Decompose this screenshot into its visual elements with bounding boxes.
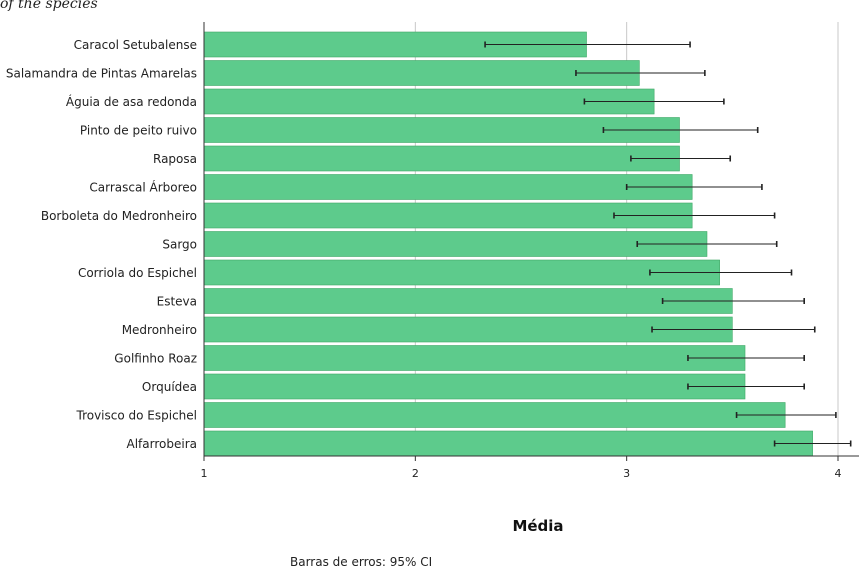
category-label-12: Orquídea bbox=[142, 380, 197, 394]
category-label-10: Medronheiro bbox=[122, 323, 197, 337]
bar-10 bbox=[203, 316, 733, 343]
x-tick-label-1: 2 bbox=[412, 467, 419, 480]
x-axis-title: Média bbox=[512, 517, 563, 535]
bar-6 bbox=[203, 202, 693, 229]
category-label-0: Caracol Setubalense bbox=[74, 38, 197, 52]
x-tick-label-2: 3 bbox=[623, 467, 630, 480]
x-tick-label-0: 1 bbox=[201, 467, 208, 480]
category-label-7: Sargo bbox=[162, 238, 197, 252]
bars-group bbox=[203, 31, 813, 457]
bar-4 bbox=[203, 145, 680, 172]
bar-12 bbox=[203, 373, 746, 400]
chart-title: of the species bbox=[0, 0, 98, 12]
bar-3 bbox=[203, 117, 680, 143]
error-bars-group bbox=[484, 41, 852, 447]
category-label-4: Raposa bbox=[153, 152, 197, 166]
category-label-9: Esteva bbox=[157, 295, 197, 309]
bar-8 bbox=[203, 259, 720, 286]
category-label-1: Salamandra de Pintas Amarelas bbox=[6, 67, 197, 81]
category-label-5: Carrascal Árboreo bbox=[89, 180, 197, 195]
bar-1 bbox=[203, 60, 640, 86]
category-labels: Caracol Setubalense Salamandra de Pintas … bbox=[6, 38, 197, 451]
bar-13 bbox=[203, 402, 786, 428]
x-tick-labels: 1 2 3 4 bbox=[201, 456, 842, 480]
bar-14 bbox=[203, 430, 813, 457]
category-label-8: Corriola do Espichel bbox=[78, 266, 197, 280]
category-label-6: Borboleta do Medronheiro bbox=[41, 209, 197, 223]
category-label-11: Golfinho Roaz bbox=[114, 352, 197, 366]
bar-5 bbox=[203, 174, 693, 200]
error-bar-note: Barras de erros: 95% CI bbox=[290, 555, 432, 569]
category-label-3: Pinto de peito ruivo bbox=[80, 124, 197, 138]
bar-7 bbox=[203, 231, 708, 257]
category-label-13: Trovisco do Espichel bbox=[76, 409, 198, 423]
category-label-2: Águia de asa redonda bbox=[66, 94, 197, 109]
category-label-14: Alfarrobeira bbox=[127, 437, 197, 451]
bar-11 bbox=[203, 345, 746, 371]
x-tick-label-3: 4 bbox=[835, 467, 842, 480]
bar-9 bbox=[203, 288, 733, 314]
